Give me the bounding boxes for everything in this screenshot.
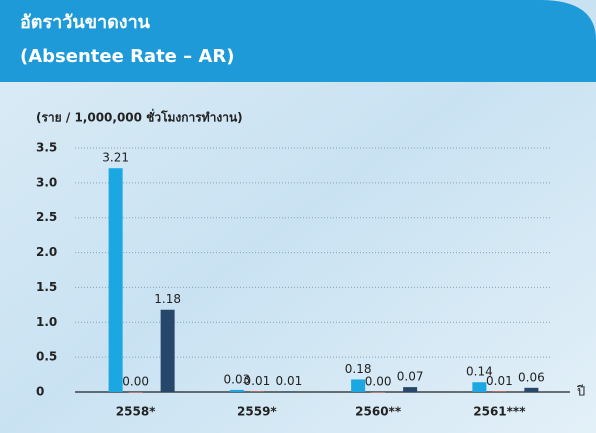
value-label: 1.18 (154, 292, 181, 306)
bar (524, 387, 539, 392)
bar (128, 392, 143, 393)
bar (281, 391, 296, 392)
value-label: 0.03 (224, 372, 251, 386)
x-tick-label: 2561*** (473, 405, 526, 419)
value-label: 0.00 (122, 375, 149, 389)
value-label: 0.06 (518, 370, 545, 384)
y-tick-label: 2.5 (36, 210, 57, 224)
x-tick-label: 2560** (355, 405, 402, 419)
bar (371, 392, 386, 393)
y-tick-label: 3.0 (36, 175, 57, 189)
bar (472, 382, 487, 392)
title-banner (0, 0, 596, 82)
value-label: 0.07 (397, 370, 424, 384)
bar (351, 379, 366, 392)
y-tick-label: 0.5 (36, 350, 57, 364)
bar (492, 391, 507, 392)
bar (249, 391, 264, 392)
value-label: 0.18 (345, 362, 372, 376)
y-tick-label: 1.0 (36, 315, 57, 329)
value-label: 0.14 (466, 365, 493, 379)
value-label: 0.01 (244, 374, 271, 388)
value-label: 0.01 (486, 374, 513, 388)
y-tick-label: 0 (36, 385, 44, 399)
value-label: 0.00 (365, 375, 392, 389)
bar (229, 389, 244, 392)
y-tick-label: 2.0 (36, 245, 57, 259)
x-tick-label: 2558* (116, 405, 156, 419)
bar (108, 168, 123, 392)
chart-subtitle: (ราย / 1,000,000 ชั่วโมงการทำงาน) (36, 109, 243, 125)
bar (403, 387, 418, 392)
chart-title: (Absentee Rate – AR) (20, 46, 234, 67)
x-tick-label: 2559* (237, 405, 277, 419)
value-label: 3.21 (102, 151, 129, 165)
x-axis-label: ปี (576, 384, 585, 400)
y-tick-label: 1.5 (36, 280, 57, 294)
chart-title: อัตราวันขาดงาน (20, 12, 151, 33)
value-label: 0.01 (276, 374, 303, 388)
y-tick-label: 3.5 (36, 141, 57, 155)
bar (160, 309, 175, 392)
